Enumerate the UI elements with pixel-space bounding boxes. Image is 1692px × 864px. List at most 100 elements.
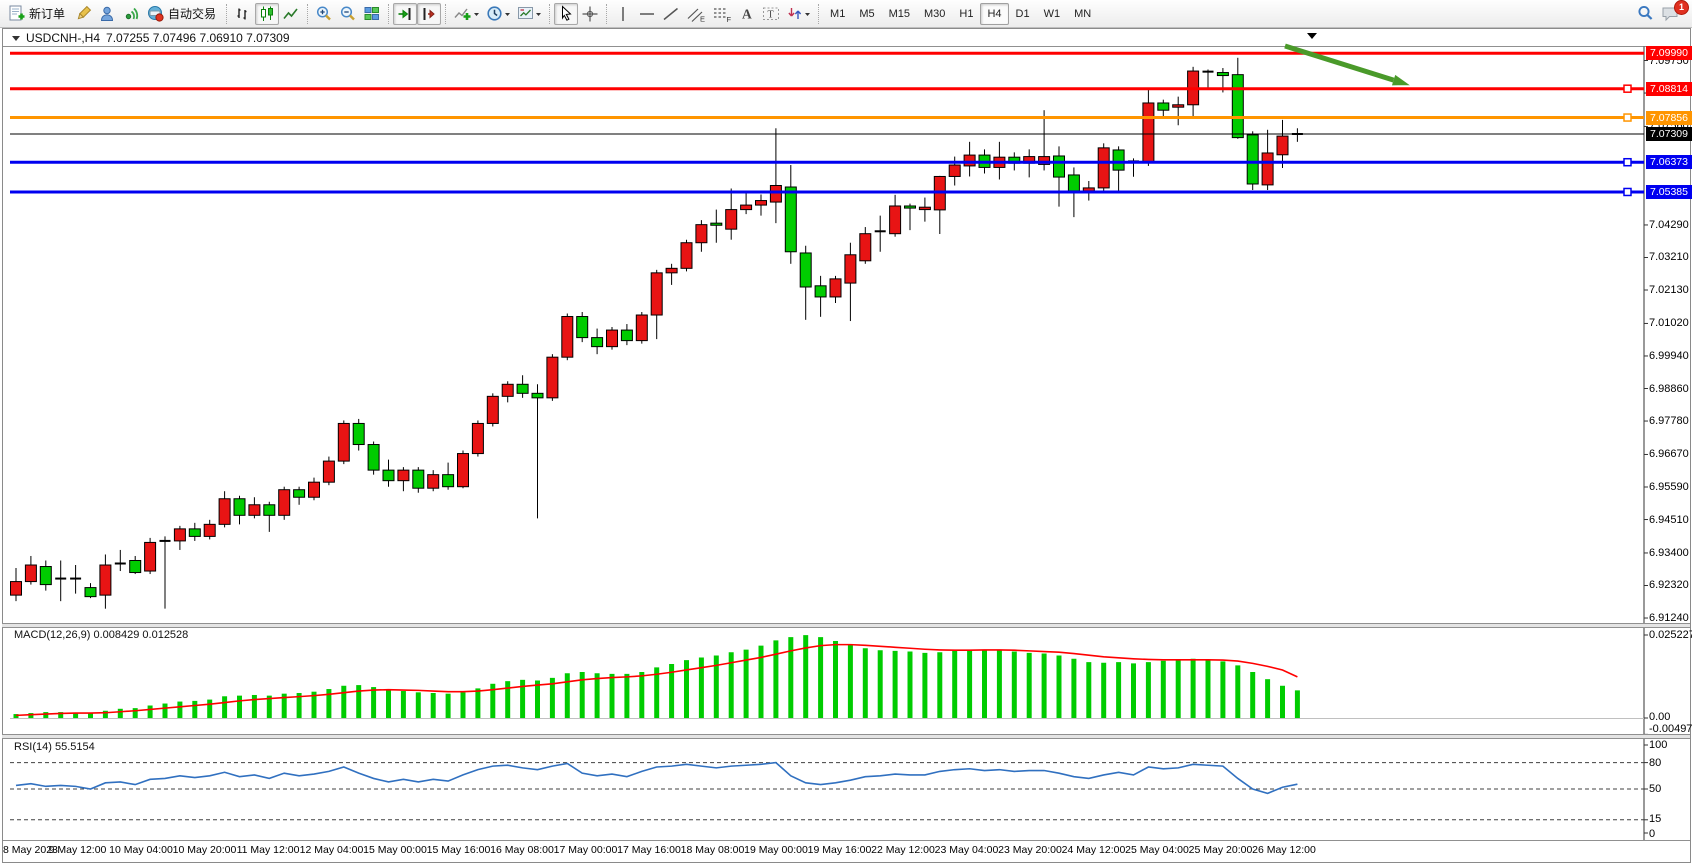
search-button[interactable] — [1633, 3, 1658, 25]
chevron-down-icon — [504, 5, 511, 23]
toolbar-separator — [549, 3, 551, 24]
time-axis-label: 23 May 04:00 — [934, 844, 999, 856]
candlestick-chart-button[interactable] — [255, 2, 280, 25]
price-tick-label: 7.01020 — [1649, 317, 1689, 330]
timeframe-button-w1[interactable]: W1 — [1043, 7, 1061, 20]
candles-icon — [258, 5, 276, 23]
zoom-in-icon — [315, 5, 333, 23]
collapse-icon[interactable] — [12, 35, 20, 41]
timeframe-button-m1[interactable]: M1 — [830, 7, 846, 20]
time-axis-label: 19 May 16:00 — [807, 844, 872, 856]
contacts-button[interactable] — [95, 3, 119, 25]
price-tick-label: 6.97780 — [1649, 415, 1689, 428]
panel-splitter-macd[interactable] — [2, 623, 1690, 628]
time-axis-label: 18 May 08:00 — [680, 844, 745, 856]
auto-trading-button[interactable]: 自动交易 — [143, 3, 222, 25]
templates-button[interactable] — [514, 3, 545, 25]
trendline-button[interactable] — [659, 3, 683, 25]
fibonacci-button[interactable]: F — [709, 3, 735, 25]
chevron-down-icon — [804, 5, 811, 23]
contact-icon — [98, 5, 116, 23]
svg-text:E: E — [700, 14, 705, 23]
arrows-icon — [786, 5, 804, 23]
rsi-axis-label: 0 — [1649, 828, 1656, 840]
price-level-label-7.05385: 7.05385 — [1646, 184, 1692, 199]
zoom-out-button[interactable] — [336, 3, 360, 25]
equidistant-channel-button[interactable]: E — [683, 3, 709, 25]
horizontal-line-button[interactable] — [635, 3, 659, 25]
linechart-icon — [282, 5, 300, 23]
vertical-line-button[interactable] — [611, 3, 635, 25]
rsi-axis-label: 15 — [1649, 812, 1662, 825]
panel-splitter-rsi[interactable] — [2, 734, 1690, 739]
price-level-label-7.06373: 7.06373 — [1646, 155, 1692, 170]
price-tick-label: 6.96670 — [1649, 448, 1689, 461]
price-tick-label: 6.92320 — [1649, 579, 1689, 592]
vline-icon — [616, 5, 630, 23]
chart-title-ohlc: 7.07255 7.07496 7.06910 7.07309 — [106, 31, 290, 45]
notifications-button[interactable]: 1 — [1658, 0, 1689, 25]
timeframe-button-d1[interactable]: D1 — [1015, 7, 1030, 20]
tiles-icon — [363, 5, 381, 23]
bars-icon — [234, 5, 252, 23]
timeframe-button-mn[interactable]: MN — [1074, 7, 1092, 20]
macd-axis-label: 0.025227 — [1649, 629, 1692, 641]
shift-icon — [420, 5, 438, 23]
time-axis-label: 15 May 00:00 — [363, 844, 427, 856]
bar-chart-button[interactable] — [231, 3, 255, 25]
price-tick-label: 7.02130 — [1649, 284, 1689, 296]
signals-button[interactable] — [119, 3, 143, 25]
rsi-axis-label: 80 — [1649, 756, 1662, 769]
label-icon: T — [762, 5, 780, 23]
new-order-button[interactable]: 新订单 — [4, 3, 71, 25]
tile-windows-button[interactable] — [360, 3, 384, 25]
toolbar-separator — [307, 3, 309, 24]
price-tick-label: 6.91240 — [1649, 612, 1689, 625]
toolbar-separator — [606, 3, 608, 24]
timeframe-button-m5[interactable]: M5 — [859, 7, 875, 20]
timeframe-button-h4[interactable]: H4 — [980, 2, 1009, 25]
toolbar-separator — [818, 3, 820, 24]
price-tick-label: 6.95590 — [1649, 480, 1689, 493]
periods-icon — [486, 5, 504, 23]
text-icon: A — [740, 5, 754, 23]
time-axis-label: 24 May 12:00 — [1061, 844, 1126, 856]
time-axis-label: 19 May 00:00 — [744, 844, 808, 856]
autotrade-icon — [146, 5, 166, 23]
cursor-button[interactable] — [554, 2, 579, 25]
time-axis-label: 17 May 00:00 — [553, 844, 618, 856]
toolbar-separator — [388, 3, 390, 24]
text-label-button[interactable]: T — [759, 3, 783, 25]
timeframe-button-m30[interactable]: M30 — [924, 7, 946, 20]
channel-icon: E — [686, 5, 706, 23]
periods-button[interactable] — [483, 3, 514, 25]
arrows-button[interactable] — [783, 3, 814, 25]
zoom-in-button[interactable] — [312, 3, 336, 25]
timeframe-button-m15[interactable]: M15 — [888, 7, 910, 20]
rsi-indicator-title: RSI(14) 55.5154 — [14, 741, 95, 753]
time-axis-label: 8 May 2023 — [3, 844, 58, 856]
indicators-icon — [453, 5, 473, 23]
new-order-icon — [7, 5, 27, 23]
macd-axis-label: 0.00 — [1649, 711, 1671, 723]
main-toolbar: 新订单 自动交易 E F A T M1 M5 M15 M30 H1 H4 D1 W1 MN 1 — [0, 0, 1692, 28]
line-chart-button[interactable] — [279, 3, 303, 25]
crosshair-button[interactable] — [578, 3, 602, 25]
templates-icon — [517, 5, 535, 23]
zoom-out-icon — [339, 5, 357, 23]
time-axis-label: 10 May 04:00 — [109, 844, 173, 856]
timeframe-button-h1[interactable]: H1 — [959, 7, 974, 20]
chart-title-row: USDCNH-,H4 7.07255 7.07496 7.06910 7.073… — [12, 31, 290, 45]
svg-text:F: F — [727, 15, 732, 23]
auto-scroll-button[interactable] — [393, 2, 418, 25]
text-button[interactable]: A — [735, 3, 759, 25]
time-axis-label: 12 May 04:00 — [299, 844, 364, 856]
notification-badge: 1 — [1674, 0, 1689, 15]
time-axis-label: 15 May 16:00 — [426, 844, 491, 856]
style-button[interactable] — [71, 3, 95, 25]
time-axis-label: 25 May 04:00 — [1125, 844, 1189, 856]
indicators-button[interactable] — [450, 3, 483, 25]
time-axis-label: 25 May 20:00 — [1188, 844, 1253, 856]
chart-shift-button[interactable] — [417, 2, 442, 25]
